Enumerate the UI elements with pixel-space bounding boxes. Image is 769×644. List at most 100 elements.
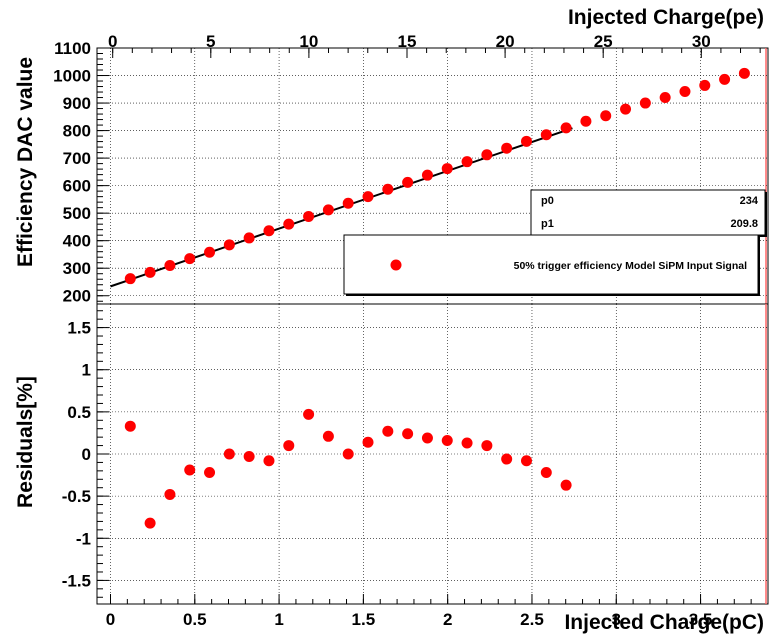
y-tick-label: 300 (63, 259, 91, 278)
data-point (699, 79, 711, 91)
residual-point (461, 437, 473, 449)
x-tick-label: 0.5 (183, 610, 207, 629)
x-tick-label: 2 (443, 610, 452, 629)
residual-point (283, 440, 295, 452)
x-tick-label: 1 (274, 610, 283, 629)
y-tick-label: 500 (63, 204, 91, 223)
y-axis-title-bottom: Residuals[%] (14, 376, 37, 508)
legend: 50% trigger efficiency Model SiPM Input … (343, 234, 760, 296)
residual-point (184, 464, 196, 476)
x-tick-label: 3.5 (689, 610, 713, 629)
y-axis-title-top: Efficiency DAC value (14, 57, 37, 267)
y-tick-label: 700 (63, 149, 91, 168)
top-x-tick-label: 20 (496, 32, 515, 51)
residual-point (382, 425, 394, 437)
top-x-tick-label: 15 (398, 32, 417, 51)
legend-label: 50% trigger efficiency Model SiPM Input … (514, 260, 747, 272)
residual-point (243, 451, 255, 463)
residual-y-tick-label: 1.5 (67, 319, 91, 338)
data-point (540, 129, 552, 141)
x-axis-title-bottom: Injected Charge(pC) (564, 611, 764, 634)
data-point (679, 85, 691, 97)
data-point (659, 92, 671, 104)
top-x-tick-label: 0 (108, 32, 117, 51)
data-point (204, 246, 216, 258)
residual-point (421, 432, 433, 444)
data-point (382, 183, 394, 195)
residual-point (362, 436, 374, 448)
data-point (620, 103, 632, 115)
stat-p1-label: p1 (541, 218, 554, 230)
bottom-panel-points (124, 408, 572, 529)
data-point (342, 197, 354, 209)
data-point (263, 225, 275, 237)
y-tick-label: 200 (63, 287, 91, 306)
data-point (639, 97, 651, 109)
residual-point (481, 440, 493, 452)
data-point (322, 204, 334, 216)
data-point (719, 73, 731, 85)
data-point (738, 67, 750, 79)
y-tick-label: 600 (63, 177, 91, 196)
data-point (481, 149, 493, 161)
residual-point (342, 448, 354, 460)
data-point (144, 266, 156, 278)
data-point (560, 122, 572, 134)
top-x-tick-label: 30 (692, 32, 711, 51)
residual-point (501, 453, 513, 465)
top-panel-points (124, 67, 750, 285)
y-tick-label: 1000 (53, 67, 91, 86)
data-point (421, 169, 433, 181)
y-tick-label: 900 (63, 94, 91, 113)
data-point (164, 259, 176, 271)
data-point (124, 273, 136, 285)
data-point (580, 115, 592, 127)
data-point (441, 163, 453, 175)
bottom-panel-ticks: 0 0.5 1 1.5 2 2.5 3 3.5 -1.5 -1 -0.5 0 0.5 1 1.5 (62, 310, 752, 629)
residual-y-tick-label: 0 (82, 445, 91, 464)
data-point (243, 232, 255, 244)
residual-y-tick-label: -0.5 (62, 487, 91, 506)
residual-y-tick-label: -1 (76, 529, 91, 548)
data-point (223, 239, 235, 251)
data-point (303, 210, 315, 222)
x-tick-label: 0 (106, 610, 115, 629)
top-x-tick-label: 25 (594, 32, 613, 51)
bottom-panel-grid (97, 304, 768, 604)
top-x-tick-label: 5 (206, 32, 215, 51)
top-panel-ticks: 0 5 10 15 20 25 30 200 300 400 500 600 700 800 900 1000… (53, 32, 761, 306)
data-point (520, 135, 532, 147)
y-tick-label: 1100 (54, 39, 91, 58)
x-tick-label: 1.5 (352, 610, 376, 629)
stat-p0-label: p0 (541, 195, 554, 207)
residual-point (303, 408, 315, 420)
data-point (501, 142, 513, 154)
residual-y-tick-label: 1 (82, 361, 91, 380)
x-tick-label: 3 (612, 610, 621, 629)
top-axis-title: Injected Charge(pe) (568, 6, 764, 29)
data-point (402, 176, 414, 188)
residual-point (263, 455, 275, 467)
residual-point (164, 488, 176, 500)
fit-stats-box: p0 234 p1 209.8 (530, 189, 767, 237)
residual-point (204, 467, 216, 479)
residual-point (402, 428, 414, 440)
stat-p0-value: 234 (740, 195, 759, 207)
residual-point (540, 467, 552, 479)
residual-point (322, 430, 334, 442)
data-point (283, 218, 295, 230)
y-tick-label: 800 (63, 122, 91, 141)
data-point (184, 253, 196, 265)
legend-marker (390, 259, 402, 271)
data-point (362, 191, 374, 203)
residual-point (520, 455, 532, 467)
stat-p1-value: 209.8 (730, 218, 758, 230)
residual-point (441, 435, 453, 447)
residual-point (144, 517, 156, 529)
x-tick-label: 2.5 (520, 610, 544, 629)
residual-y-tick-label: 0.5 (67, 403, 91, 422)
residual-y-tick-label: -1.5 (62, 571, 91, 590)
top-x-tick-label: 10 (299, 32, 318, 51)
